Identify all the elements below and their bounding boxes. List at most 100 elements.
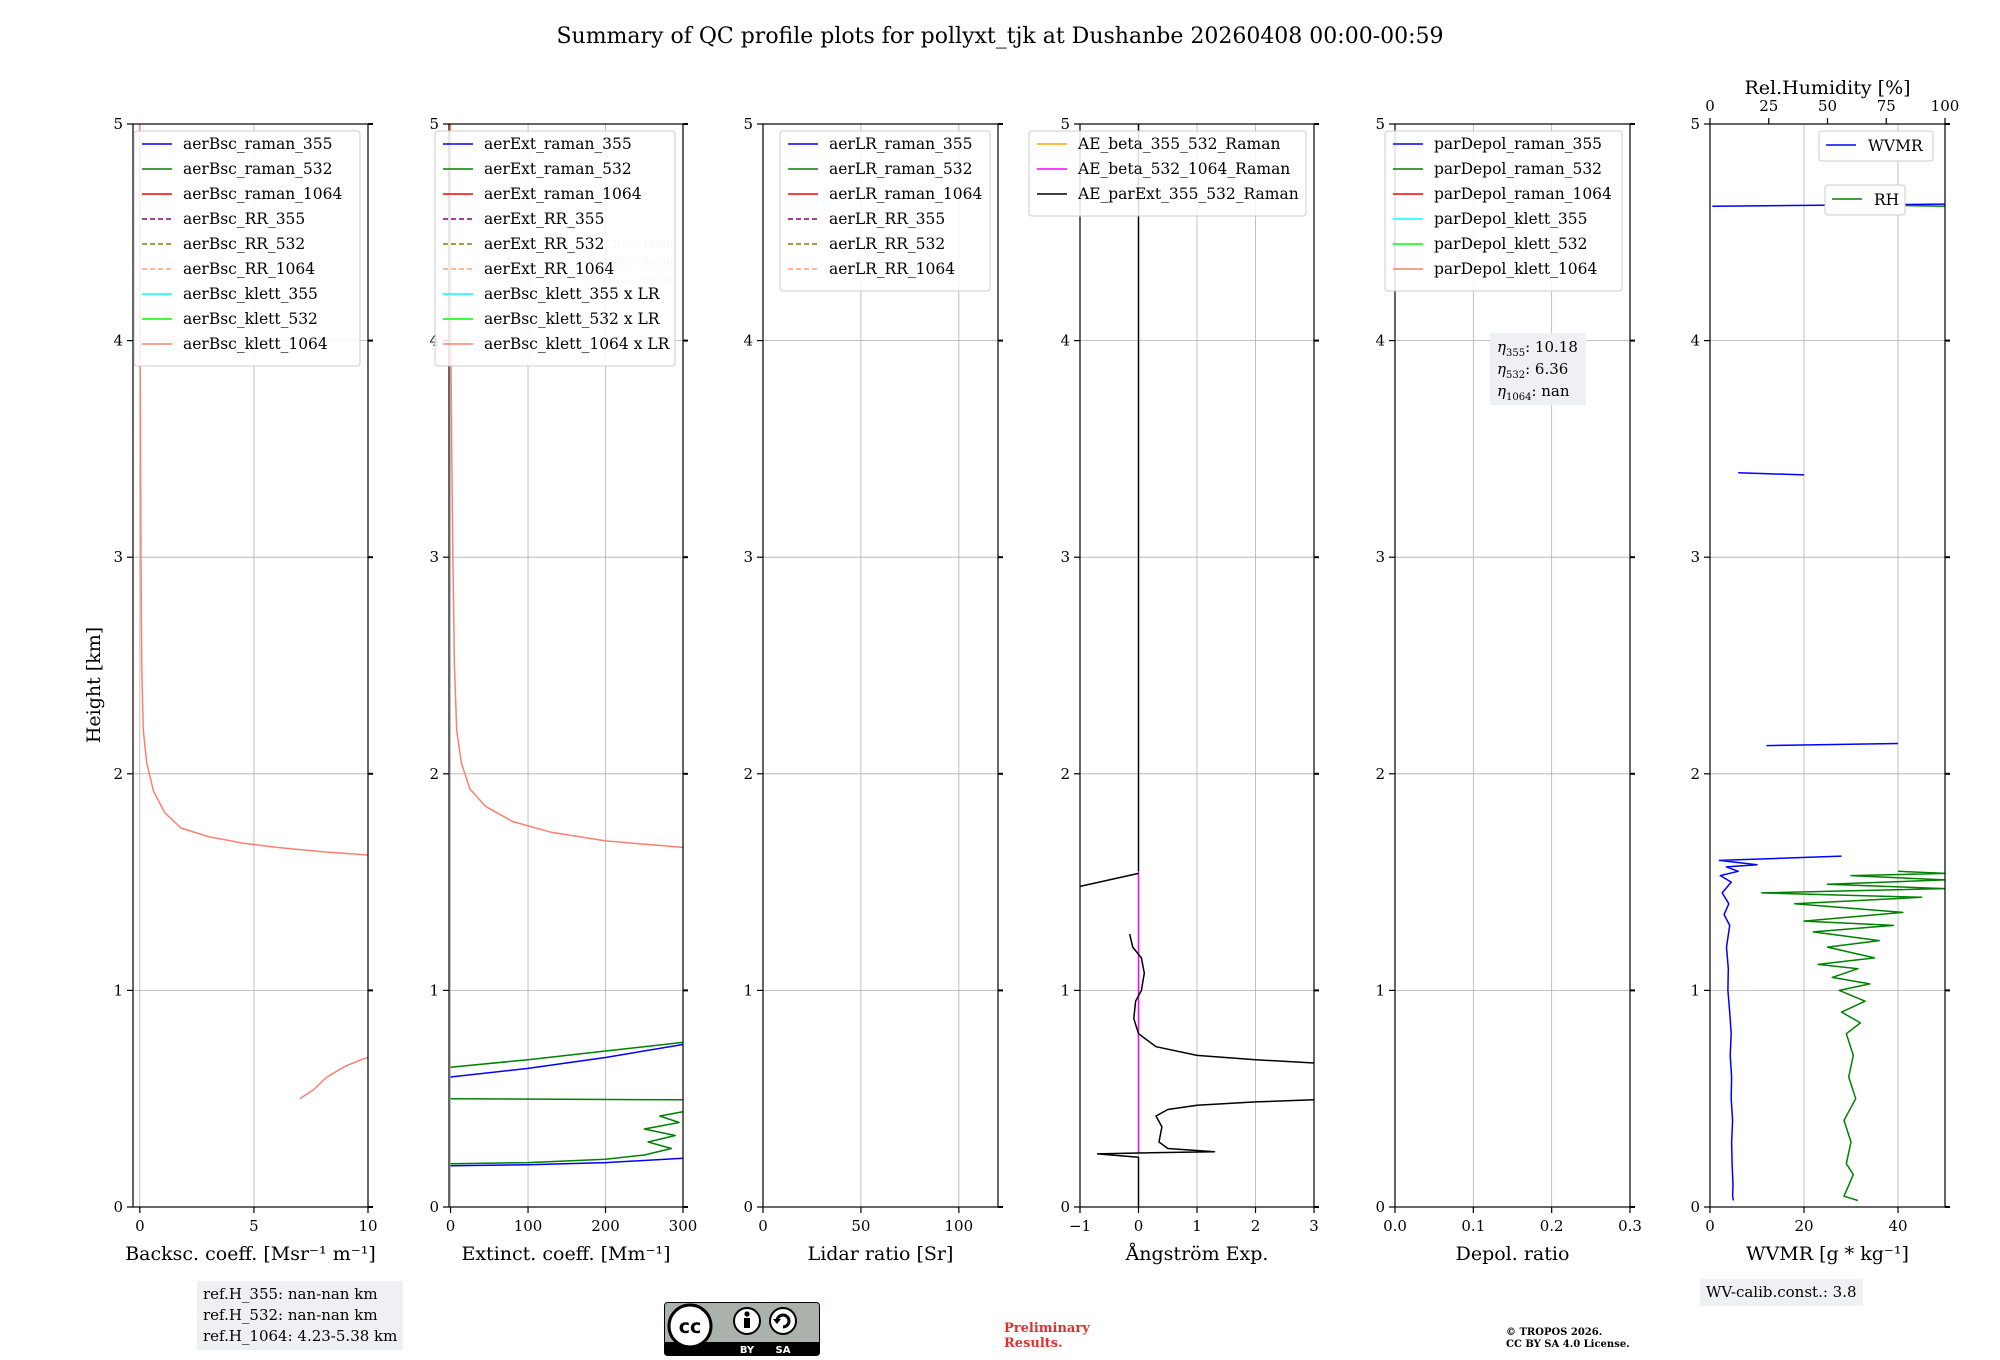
legend-label: parDepol_raman_1064 (1434, 185, 1612, 203)
y-tick-label: 3 (1375, 548, 1385, 566)
legend-label: aerBsc_RR_1064 (183, 260, 315, 278)
y-tick-label: 1 (1060, 981, 1070, 999)
y-tick-label: 0 (1690, 1198, 1700, 1216)
x-tick-label: 5 (249, 1217, 259, 1235)
legend-label: aerLR_raman_1064 (829, 185, 982, 203)
wv-calibration-box: WV-calib.const.: 3.8 (1700, 1279, 1863, 1306)
preliminary-results-note: Preliminary Results. (1004, 1321, 1090, 1351)
series-AE_parExt_355_532_Raman_c (1128, 933, 1314, 1064)
x-tick-label: 0.0 (1383, 1217, 1407, 1235)
legend-label: aerLR_RR_355 (829, 210, 945, 228)
legend-label: aerLR_RR_1064 (829, 260, 955, 278)
legend-label: parDepol_klett_1064 (1434, 260, 1597, 278)
legend-label: aerBsc_klett_1064 (183, 335, 328, 353)
ref-height-532: ref.H_532: nan-nan km (203, 1306, 378, 1324)
legend: aerBsc_raman_355 aerBsc_raman_532 aerBsc_r… (133, 130, 361, 367)
series-WVMR (1718, 855, 1842, 1201)
axes-frame (448, 123, 684, 1208)
x-tick-label: 0.1 (1461, 1217, 1485, 1235)
y-tick-label: 4 (1375, 332, 1385, 350)
eta-355: η355: 10.18 (1497, 338, 1578, 359)
legend-label: parDepol_raman_532 (1434, 160, 1602, 178)
legend-box (434, 130, 676, 367)
legend-box (1818, 130, 1934, 162)
y-tick-label: 4 (1060, 332, 1070, 350)
y-tick-label: 1 (743, 981, 753, 999)
wv-calibration-constant: WV-calib.const.: 3.8 (1706, 1283, 1857, 1301)
legend-label: aerLR_raman_355 (829, 135, 972, 153)
x-tick-label: 0 (446, 1217, 456, 1235)
series-WVMR_b (1766, 742, 1899, 747)
x-tick-label: 0 (1134, 1217, 1144, 1235)
top-x-axis-label: Rel.Humidity [%] (1744, 77, 1910, 99)
legend-label: aerBsc_raman_355 (183, 135, 333, 153)
series-group (1080, 124, 1314, 1207)
legend-label: aerBsc_RR_532 (183, 235, 305, 253)
top-x-tick-label: 50 (1818, 97, 1837, 115)
panel-bsc: 0 5 10 0 1 2 3 4 5 Backsc. coeff. [Msr⁻¹ m⁻¹] aerB… (113, 115, 377, 1265)
series-group (1712, 203, 1945, 1202)
series-aerBsc_klett_1064_low (299, 1056, 368, 1100)
reference-height-box: ref.H_355: nan-nan km ref.H_532: nan-nan… (197, 1281, 404, 1350)
preliminary-line-2: Results. (1004, 1336, 1063, 1351)
legend-label: parDepol_klett_355 (1434, 210, 1587, 228)
legend-label: parDepol_raman_355 (1434, 135, 1602, 153)
x-tick-label: 0 (1705, 1217, 1715, 1235)
cc-by-sa-license-badge: cc BY SA (664, 1302, 820, 1356)
x-axis-label: Depol. ratio (1456, 1243, 1570, 1265)
legend-label: aerExt_raman_1064 (484, 185, 642, 203)
y-tick-label: 5 (1690, 115, 1700, 133)
legend: aerLR_raman_355 aerLR_raman_532 aerLR_rama… (779, 130, 991, 292)
legend-label: aerBsc_raman_1064 (183, 185, 343, 203)
legend-label: aerExt_RR_1064 (484, 260, 615, 278)
legend: parDepol_raman_355 parDepol_raman_532 parD… (1384, 130, 1623, 292)
y-tick-label: 2 (1690, 765, 1700, 783)
x-tick-label: 100 (514, 1217, 543, 1235)
svg-text:cc: cc (679, 1316, 702, 1338)
y-tick-label: 2 (743, 765, 753, 783)
x-axis-label: Extinct. coeff. [Mm⁻¹] (461, 1243, 670, 1265)
x-axis-label: WVMR [g * kg⁻¹] (1746, 1243, 1909, 1265)
y-tick-label: 0 (1375, 1198, 1385, 1216)
top-x-tick-label: 100 (1931, 97, 1960, 115)
x-tick-label: 3 (1309, 1217, 1319, 1235)
x-tick-label: 200 (591, 1217, 620, 1235)
y-tick-label: 3 (429, 548, 439, 566)
legend-box (1384, 130, 1623, 292)
eta-box-bg (1490, 333, 1586, 405)
top-x-tick-label: 75 (1877, 97, 1896, 115)
x-tick-label: 20 (1794, 1217, 1813, 1235)
y-tick-label: 2 (1060, 765, 1070, 783)
axes-frame (132, 123, 369, 1208)
share-alike-icon (769, 1307, 797, 1335)
legend: AE_beta_355_532_Raman AE_beta_532_1064_Ra… (1028, 130, 1307, 217)
series-AE_parExt_355_532_Raman_d (1096, 1099, 1314, 1207)
y-tick-label: 5 (1375, 115, 1385, 133)
series-WVMR_c (1738, 471, 1805, 476)
y-axis-label: Height [km] (83, 627, 105, 743)
legend-label: aerLR_raman_532 (829, 160, 972, 178)
x-tick-label: 300 (669, 1217, 698, 1235)
legend-label: aerBsc_klett_355 (183, 285, 318, 303)
copyright-line-2: CC BY SA 4.0 License. (1506, 1339, 1630, 1350)
legend-box (779, 130, 991, 292)
ref-height-1064: ref.H_1064: 4.23-5.38 km (203, 1327, 398, 1345)
legend-box (133, 130, 361, 367)
y-tick-label: 5 (1060, 115, 1070, 133)
x-tick-label: 10 (358, 1217, 377, 1235)
copyright-line-1: © TROPOS 2026. (1506, 1327, 1603, 1338)
legend-label: aerBsc_raman_532 (183, 160, 333, 178)
legend-label: aerBsc_klett_532 (183, 310, 318, 328)
legend-label: aerExt_RR_532 (484, 235, 605, 253)
attribution-icon (733, 1307, 761, 1335)
x-axis-label: Ångström Exp. (1125, 1243, 1269, 1265)
axes-frame (1394, 123, 1631, 1208)
copyright-note: © TROPOS 2026. CC BY SA 4.0 License. (1506, 1327, 1630, 1351)
x-tick-label: 0 (758, 1217, 768, 1235)
series-aerBsc_klett_1064 (139, 124, 368, 856)
x-tick-label: 0.2 (1540, 1217, 1564, 1235)
legend-label: AE_parExt_355_532_Raman (1077, 185, 1299, 203)
top-x-tick-label: 0 (1705, 97, 1715, 115)
